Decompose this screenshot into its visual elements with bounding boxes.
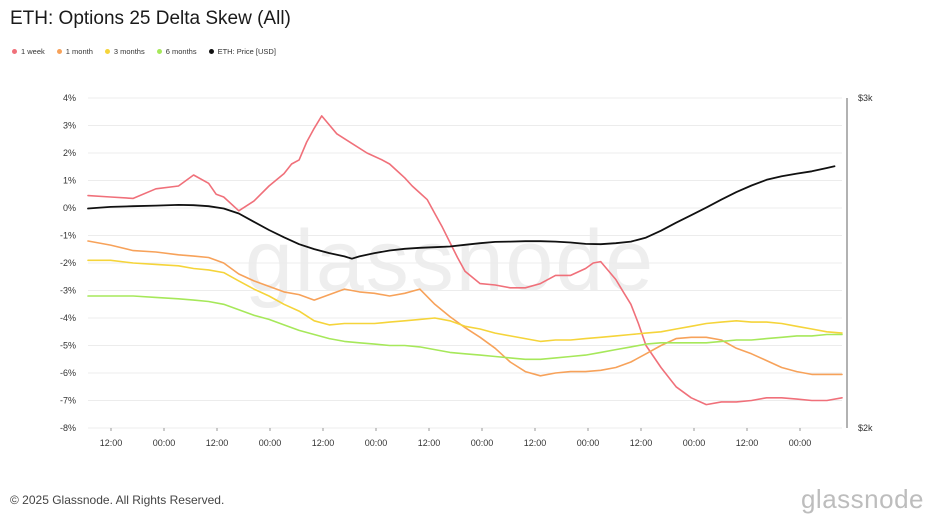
y-tick-label: -4% [60, 313, 76, 323]
series-line-1-week [87, 115, 843, 406]
legend-dot-icon [208, 49, 214, 54]
watermark-text: glassnode [245, 213, 655, 309]
y-tick-label: -3% [60, 286, 76, 296]
legend-item[interactable]: 6 months [156, 47, 197, 56]
series-line-eth-price-usd [87, 165, 836, 260]
series-line-1-month [87, 240, 843, 377]
x-tick-label: 12:00 [312, 438, 335, 448]
legend-dot-icon [156, 49, 162, 54]
legend-label: 6 months [165, 47, 197, 56]
chart-legend: 1 week 1 month 3 months 6 months ETH: Price … [12, 47, 288, 56]
y-right-tick-label: $3k [858, 93, 873, 103]
x-tick-label: 12:00 [630, 438, 653, 448]
legend-item[interactable]: 1 week [12, 47, 45, 56]
legend-label: ETH: Price [USD] [217, 47, 276, 56]
x-tick-label: 00:00 [153, 438, 176, 448]
legend-item[interactable]: ETH: Price [USD] [208, 47, 276, 56]
legend-label: 3 months [113, 47, 145, 56]
y-tick-label: 4% [63, 93, 76, 103]
x-tick-label: 12:00 [206, 438, 229, 448]
x-tick-label: 00:00 [577, 438, 600, 448]
series-line-6-months [87, 295, 843, 361]
legend-item[interactable]: 3 months [104, 47, 145, 56]
legend-label: 1 month [65, 47, 93, 56]
x-tick-label: 12:00 [100, 438, 123, 448]
legend-dot-icon [12, 49, 17, 54]
legend-item[interactable]: 1 month [56, 47, 93, 56]
legend-dot-icon [56, 49, 62, 54]
y-tick-label: -7% [60, 396, 76, 406]
y-tick-label: 2% [63, 148, 76, 158]
series-line-3-months [87, 259, 843, 343]
y-tick-label: 3% [63, 121, 76, 131]
y-tick-label: -8% [60, 423, 76, 433]
y-tick-label: 1% [63, 176, 76, 186]
x-tick-label: 12:00 [418, 438, 441, 448]
x-tick-label: 00:00 [683, 438, 706, 448]
x-tick-label: 12:00 [524, 438, 547, 448]
x-tick-label: 00:00 [365, 438, 388, 448]
chart-canvas: glassnode 4% 3% 2% 1% 0% -1% -2% -3% -4% -5% -6% -7%… [60, 93, 873, 448]
y-tick-label: 0% [63, 203, 76, 213]
x-tick-label: 12:00 [736, 438, 759, 448]
y-tick-label: -2% [60, 258, 76, 268]
legend-dot-icon [104, 49, 110, 54]
y-tick-label: -5% [60, 341, 76, 351]
y-right-tick-label: $2k [858, 423, 873, 433]
legend-label: 1 week [21, 47, 45, 56]
brand-logo: glassnode [800, 484, 924, 514]
x-tick-label: 00:00 [789, 438, 812, 448]
x-tick-label: 00:00 [259, 438, 282, 448]
y-tick-label: -6% [60, 368, 76, 378]
x-tick-label: 00:00 [471, 438, 494, 448]
copyright-text: © 2025 Glassnode. All Rights Reserved. [10, 493, 225, 507]
chart-title: ETH: Options 25 Delta Skew (All) [10, 8, 291, 29]
y-tick-label: -1% [60, 231, 76, 241]
